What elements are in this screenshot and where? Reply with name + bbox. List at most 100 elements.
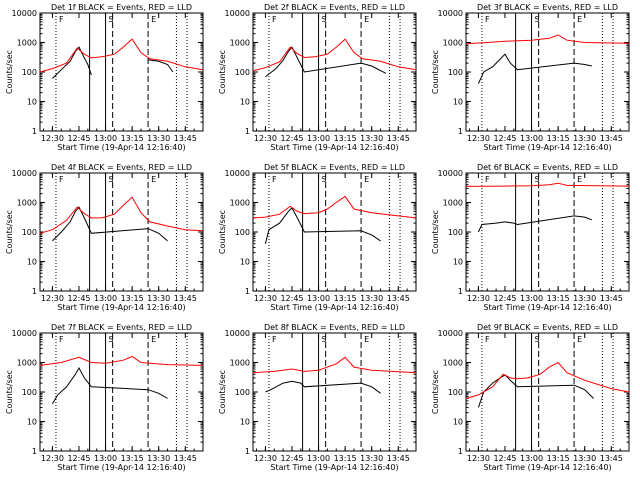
x-tick-label: 12:45 <box>280 454 303 463</box>
plot-frame <box>252 332 417 452</box>
x-tick-label: 13:45 <box>600 454 623 463</box>
marker-label: F <box>485 175 490 184</box>
x-axis-label: Start Time (19-Apr-14 12:16:40) <box>57 463 185 472</box>
y-axis-label: Counts/sec <box>431 210 440 254</box>
x-tick-label: 13:45 <box>600 134 623 143</box>
x-axis-label: Start Time (19-Apr-14 12:16:40) <box>483 143 611 152</box>
series-lld <box>465 182 630 187</box>
y-axis-label: Counts/sec <box>218 370 227 414</box>
series-events <box>477 374 594 408</box>
x-tick-label: 13:30 <box>573 294 596 303</box>
plot-frame <box>465 12 630 132</box>
y-tick-label: 1000 <box>230 359 250 368</box>
x-tick-label: 12:30 <box>254 294 277 303</box>
x-tick-label: 13:15 <box>334 134 357 143</box>
x-tick-label: 13:00 <box>307 134 330 143</box>
y-axis-label: Counts/sec <box>5 50 14 94</box>
x-tick-label: 12:30 <box>254 134 277 143</box>
x-axis-label: Start Time (19-Apr-14 12:16:40) <box>483 303 611 312</box>
panel-det-7: Det 7f BLACK = Events, RED = LLD 1 10 100 10… <box>5 323 204 472</box>
series-events <box>264 207 381 244</box>
y-tick-label: 1000 <box>443 39 463 48</box>
y-tick-label: 1000 <box>17 199 37 208</box>
y-tick-label: 10000 <box>438 329 463 338</box>
y-tick-label: 100 <box>235 388 250 397</box>
y-axis-label: Counts/sec <box>431 370 440 414</box>
panel-det-4: Det 4f BLACK = Events, RED = LLD 1 10 100 10… <box>5 163 204 312</box>
y-tick-label: 1 <box>245 287 250 296</box>
y-tick-label: 1 <box>458 287 463 296</box>
marker-label: S <box>109 15 114 24</box>
y-tick-label: 100 <box>235 228 250 237</box>
marker-label: S <box>535 175 540 184</box>
panel-det-9: Det 9f BLACK = Events, RED = LLD 1 10 100 10… <box>431 323 630 472</box>
y-tick-label: 10 <box>27 98 37 107</box>
plot-frame <box>465 172 630 292</box>
x-tick-label: 13:30 <box>360 294 383 303</box>
marker-label: S <box>322 335 327 344</box>
y-tick-label: 100 <box>22 388 37 397</box>
y-tick-label: 1 <box>458 447 463 456</box>
y-tick-label: 1000 <box>17 39 37 48</box>
x-tick-label: 13:15 <box>121 294 144 303</box>
x-tick-label: 13:00 <box>520 134 543 143</box>
x-axis-label: Start Time (19-Apr-14 12:16:40) <box>483 463 611 472</box>
x-tick-label: 12:45 <box>493 454 516 463</box>
panel-title: Det 5f BLACK = Events, RED = LLD <box>264 163 405 172</box>
x-tick-label: 13:00 <box>520 294 543 303</box>
y-tick-label: 10 <box>240 98 250 107</box>
panel-det-6: Det 6f BLACK = Events, RED = LLD 1 10 100 10… <box>431 163 630 312</box>
x-tick-label: 13:15 <box>334 294 357 303</box>
x-tick-label: 13:30 <box>360 454 383 463</box>
y-tick-label: 100 <box>22 228 37 237</box>
marker-label: F <box>272 15 277 24</box>
x-tick-label: 12:45 <box>280 294 303 303</box>
y-tick-label: 1 <box>32 127 37 136</box>
marker-label: E <box>151 175 156 184</box>
x-tick-label: 13:00 <box>94 454 117 463</box>
x-axis-label: Start Time (19-Apr-14 12:16:40) <box>270 463 398 472</box>
x-axis-label: Start Time (19-Apr-14 12:16:40) <box>270 143 398 152</box>
plot-frame <box>465 332 630 452</box>
marker-label: E <box>577 335 582 344</box>
panel-title: Det 3f BLACK = Events, RED = LLD <box>477 3 618 12</box>
panel-det-2: Det 2f BLACK = Events, RED = LLD 1 10 100 10… <box>218 3 417 152</box>
x-tick-label: 13:45 <box>387 454 410 463</box>
x-tick-label: 12:30 <box>41 454 64 463</box>
y-tick-label: 10000 <box>12 329 37 338</box>
x-tick-label: 12:45 <box>67 134 90 143</box>
x-tick-label: 13:15 <box>547 294 570 303</box>
x-tick-label: 13:30 <box>360 134 383 143</box>
marker-label: F <box>485 335 490 344</box>
y-tick-label: 1 <box>32 447 37 456</box>
y-tick-label: 1000 <box>443 199 463 208</box>
y-tick-label: 10000 <box>225 169 250 178</box>
marker-label: E <box>364 175 369 184</box>
marker-label: F <box>59 335 64 344</box>
x-tick-label: 13:15 <box>334 454 357 463</box>
marker-label: F <box>59 175 64 184</box>
series-events <box>265 380 381 394</box>
x-axis-label: Start Time (19-Apr-14 12:16:40) <box>57 143 185 152</box>
panel-det-3: Det 3f BLACK = Events, RED = LLD 1 10 100 10… <box>431 3 630 152</box>
y-tick-label: 10000 <box>225 329 250 338</box>
y-tick-label: 100 <box>235 68 250 77</box>
x-tick-label: 13:30 <box>147 454 170 463</box>
x-tick-label: 13:45 <box>174 294 197 303</box>
plot-frame <box>39 332 204 452</box>
x-tick-label: 12:30 <box>467 294 490 303</box>
panel-title: Det 9f BLACK = Events, RED = LLD <box>477 323 618 332</box>
series-lld <box>252 356 417 374</box>
x-tick-label: 12:45 <box>280 134 303 143</box>
plot-frame <box>252 172 417 292</box>
panel-title: Det 2f BLACK = Events, RED = LLD <box>264 3 405 12</box>
y-tick-label: 10 <box>27 418 37 427</box>
x-tick-label: 13:15 <box>547 454 570 463</box>
y-tick-label: 10000 <box>225 9 250 18</box>
marker-label: F <box>272 335 277 344</box>
marker-label: E <box>151 15 156 24</box>
y-tick-label: 10000 <box>438 169 463 178</box>
y-tick-label: 10 <box>240 418 250 427</box>
x-tick-label: 13:15 <box>547 134 570 143</box>
